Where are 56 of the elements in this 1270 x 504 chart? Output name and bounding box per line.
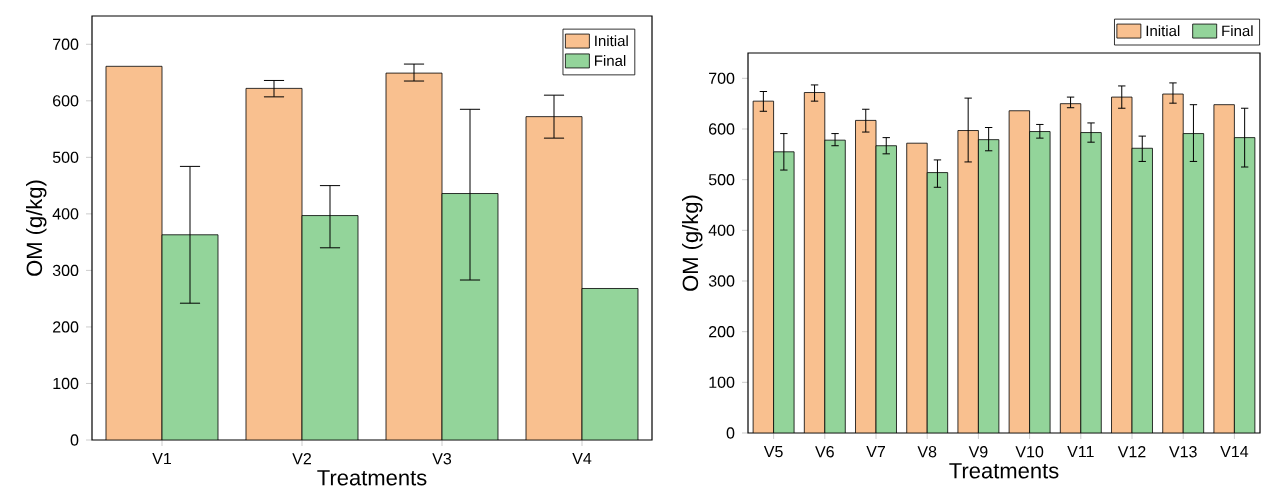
x-tick-label: V14: [1220, 446, 1249, 458]
y-tick-label: 600: [53, 95, 79, 107]
bar: [302, 215, 358, 440]
legend-label: Initial: [1146, 25, 1180, 37]
y-tick-label: 300: [708, 275, 735, 287]
y-tick-label: 700: [53, 38, 79, 50]
bar: [442, 193, 498, 440]
x-tick-label: V7: [866, 446, 885, 458]
y-tick-label: 100: [709, 376, 735, 388]
bar: [1059, 103, 1082, 433]
y-tick-label: 0: [70, 434, 79, 446]
bar: [855, 119, 877, 433]
bar: [803, 92, 826, 433]
bar: [525, 116, 583, 440]
y-tick-label: 0: [726, 427, 735, 439]
x-tick-label: V6: [815, 446, 834, 458]
bar: [386, 73, 442, 440]
bar: [581, 288, 639, 440]
y-tick-label: 700: [709, 72, 735, 84]
y-tick-label: 500: [52, 151, 79, 164]
x-tick-label: V8: [917, 446, 937, 458]
y-tick-label: 400: [52, 208, 79, 220]
x-tick-label: V5: [763, 446, 783, 458]
bar: [957, 130, 979, 433]
y-axis-title: OM (g/kg): [26, 180, 47, 276]
x-axis-title: Treatments: [949, 463, 1059, 479]
x-tick-label: V1: [152, 453, 172, 465]
x-tick-label: V4: [572, 453, 592, 465]
y-tick-label: 100: [53, 377, 79, 390]
x-tick-label: V2: [292, 453, 311, 465]
y-tick-label: 600: [709, 123, 735, 135]
y-tick-label: 200: [53, 321, 79, 333]
bar: [106, 66, 162, 440]
x-tick-label: V3: [432, 453, 452, 465]
x-axis-title: Treatments: [317, 470, 427, 486]
bar: [1162, 93, 1184, 433]
bar: [162, 234, 218, 440]
legend-label: Initial: [595, 35, 628, 47]
x-tick-label: V12: [1117, 446, 1146, 458]
legend-label: Final: [1222, 25, 1253, 37]
y-tick-label: 400: [708, 224, 735, 236]
bar: [1213, 104, 1235, 433]
y-axis-title: OM (g/kg): [682, 195, 703, 291]
x-tick-label: V9: [968, 446, 988, 458]
bar: [752, 100, 775, 433]
bar: [906, 142, 928, 433]
x-tick-label: V13: [1169, 446, 1197, 458]
legend-label: Final: [595, 55, 626, 67]
y-tick-label: 500: [708, 174, 735, 186]
bar: [246, 88, 302, 440]
x-tick-label: V11: [1067, 446, 1094, 458]
bar: [1111, 96, 1133, 433]
bar: [1008, 110, 1031, 433]
y-tick-label: 300: [52, 264, 79, 277]
y-tick-label: 200: [709, 326, 735, 338]
x-tick-label: V10: [1015, 446, 1044, 458]
